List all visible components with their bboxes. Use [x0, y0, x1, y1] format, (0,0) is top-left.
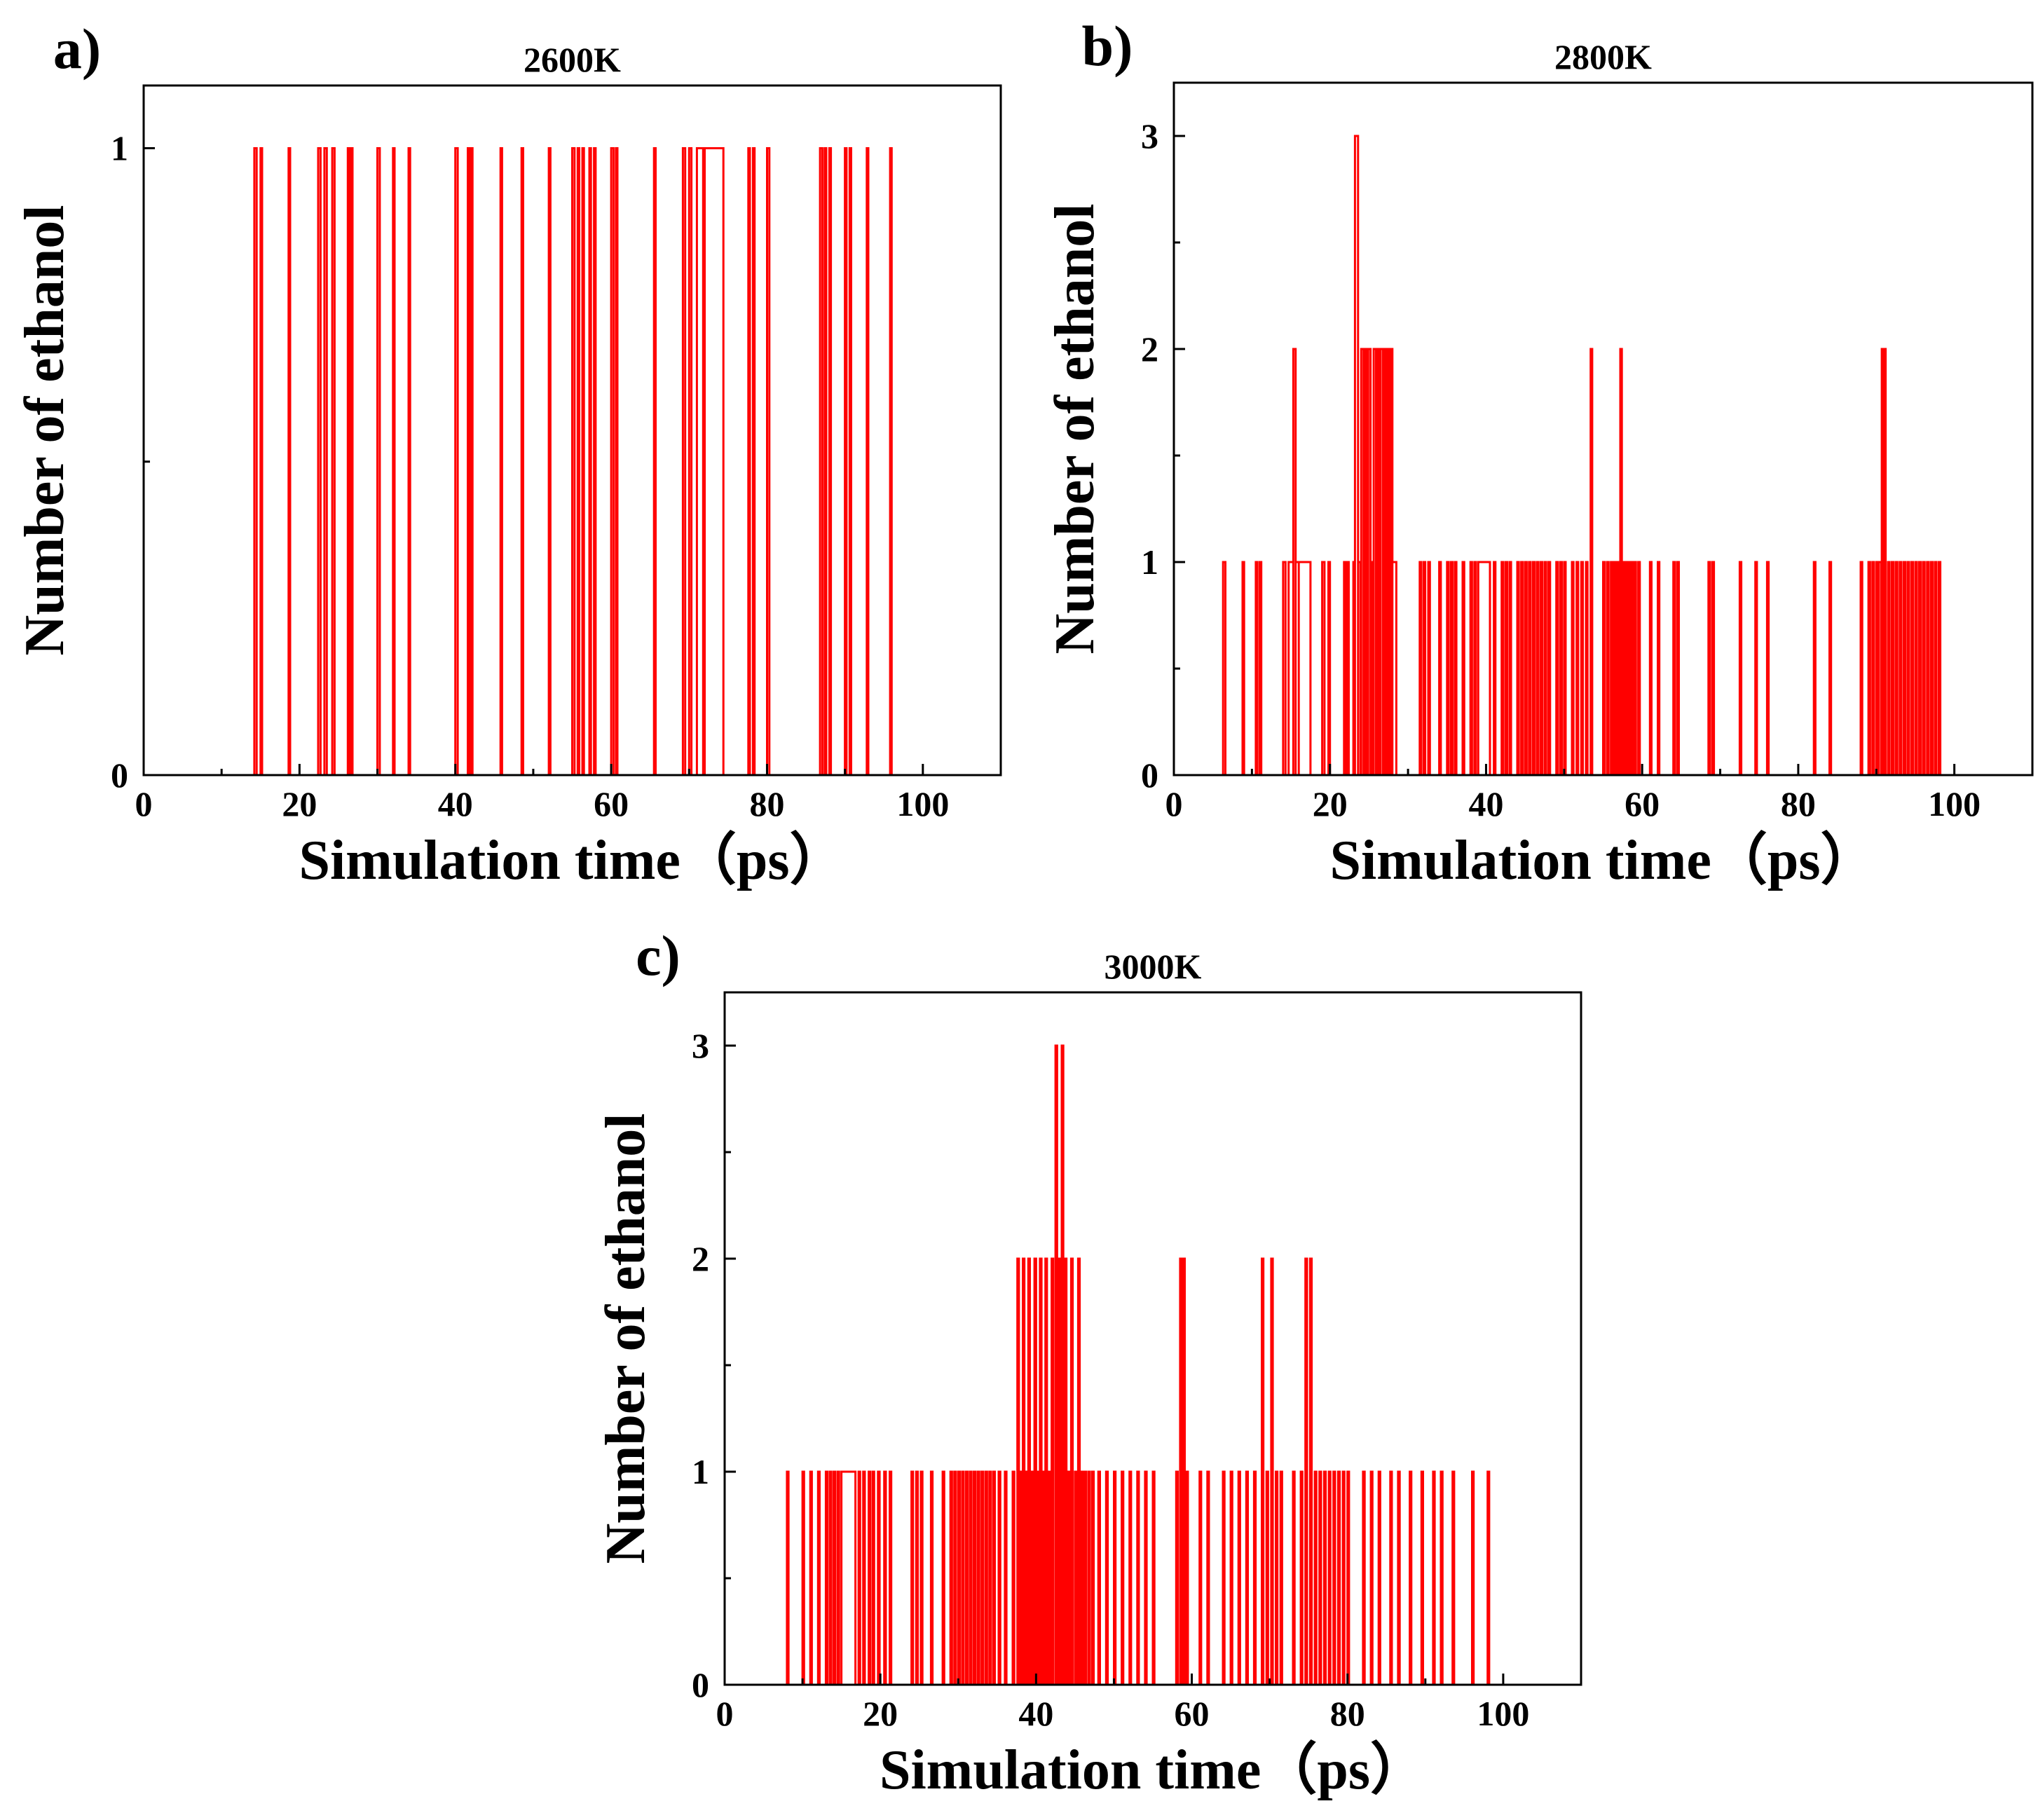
- y-tick-label: 1: [1141, 542, 1158, 582]
- x-tick-label: 100: [1928, 784, 1981, 823]
- y-tick-label: 3: [692, 1026, 709, 1065]
- y-axis-label: Number of ethanol: [1044, 204, 1106, 655]
- chart-title: 3000K: [1105, 947, 1202, 986]
- panel-label: a): [53, 17, 101, 81]
- y-tick-label: 0: [1141, 755, 1158, 795]
- x-tick-label: 80: [749, 784, 784, 823]
- data-series-line: [725, 1044, 1503, 1686]
- y-tick-label: 1: [111, 128, 128, 167]
- chart-title: 2600K: [524, 40, 621, 79]
- y-axis-label: Number of ethanol: [595, 1114, 657, 1564]
- chart-panel-a: 0 20 40 60 80 100 0 1 2600K a) Simulation time（ps）…: [14, 17, 1002, 891]
- x-tick-label: 60: [1175, 1694, 1210, 1733]
- x-tick-label: 40: [1018, 1694, 1053, 1733]
- plot-frame: [723, 991, 1582, 1686]
- x-tick-label: 100: [896, 784, 949, 823]
- plot-frame: [1172, 81, 2034, 776]
- y-tick-label: 0: [111, 755, 128, 795]
- chart-panel-c: 0 20 40 60 80 100 0 1 2 3 3000K c) Simulation time（p…: [595, 924, 1582, 1801]
- x-tick-label: 60: [594, 784, 629, 823]
- x-tick-label: 20: [1313, 784, 1348, 823]
- panel-label: b): [1082, 14, 1133, 78]
- x-tick-label: 20: [282, 784, 317, 823]
- x-tick-label: 60: [1625, 784, 1660, 823]
- y-tick-label: 1: [692, 1452, 709, 1491]
- x-axis-label: Simulation time（ps）: [1329, 830, 1876, 891]
- x-tick-label: 40: [1468, 784, 1503, 823]
- x-axis-label: Simulation time（ps）: [299, 830, 845, 891]
- panel-label: c): [636, 924, 681, 987]
- plot-frame: [142, 84, 1002, 776]
- x-tick-label: 80: [1781, 784, 1816, 823]
- x-tick-label: 100: [1477, 1694, 1529, 1733]
- data-series-line: [1174, 135, 1943, 776]
- chart-title: 2800K: [1554, 37, 1652, 76]
- x-tick-label: 80: [1330, 1694, 1365, 1733]
- data-series-line: [144, 147, 923, 776]
- y-tick-label: 0: [692, 1665, 709, 1704]
- x-axis-label: Simulation time（ps）: [880, 1739, 1426, 1801]
- y-tick-label: 2: [692, 1239, 709, 1278]
- x-tick-label: 0: [135, 784, 153, 823]
- x-tick-label: 40: [438, 784, 473, 823]
- x-tick-label: 0: [1165, 784, 1183, 823]
- x-tick-label: 0: [716, 1694, 734, 1733]
- x-tick-label: 20: [863, 1694, 898, 1733]
- y-tick-label: 3: [1141, 116, 1158, 156]
- y-axis-label: Number of ethanol: [14, 205, 76, 656]
- y-tick-label: 2: [1141, 329, 1158, 369]
- chart-panel-b: 0 20 40 60 80 100 0 1 2 3 2800K b) Simulation time（p…: [1044, 14, 2034, 891]
